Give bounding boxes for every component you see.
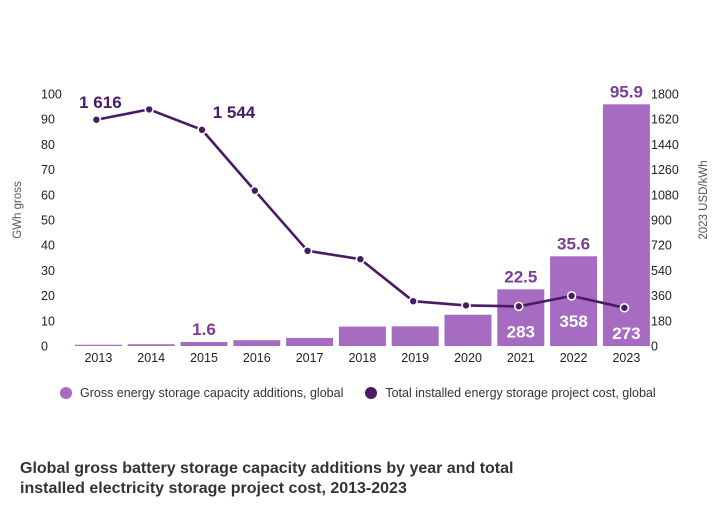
right-tick-label: 1620	[651, 113, 679, 127]
line-point	[408, 296, 419, 307]
right-tick-label: 180	[651, 314, 672, 328]
line-value-label: 358	[559, 312, 587, 331]
legend-item-bars: Gross energy storage capacity additions,…	[60, 386, 343, 400]
x-tick-label: 2018	[348, 351, 376, 365]
legend-item-line: Total installed energy storage project c…	[365, 386, 656, 400]
x-tick-label: 2022	[560, 351, 588, 365]
line-point	[144, 104, 154, 115]
right-tick-label: 720	[651, 239, 672, 253]
left-tick-label: 40	[41, 239, 55, 253]
bar-series	[74, 104, 650, 346]
x-tick-label: 2013	[84, 351, 112, 365]
x-tick-label: 2020	[454, 351, 482, 365]
chart-title: Global gross battery storage capacity ad…	[20, 460, 514, 497]
left-tick-label: 0	[41, 340, 48, 354]
bar	[444, 314, 492, 346]
left-tick-label: 100	[41, 88, 62, 102]
legend-label-line: Total installed energy storage project c…	[385, 386, 656, 400]
left-axis-title: GWh gross	[12, 181, 24, 239]
bar	[233, 340, 281, 346]
bar	[391, 326, 439, 346]
line-point	[91, 114, 102, 125]
line-point	[355, 254, 366, 265]
chart: 0 10 20 30 40 50 60 70 80 90 100 0 180 360 540 720 900 1…	[12, 82, 710, 365]
bar-value-label: 95.9	[610, 82, 643, 101]
right-tick-label: 540	[651, 264, 672, 278]
line-point	[513, 301, 524, 312]
legend-swatch-bars	[60, 387, 72, 399]
legend-swatch-line	[365, 387, 378, 399]
legend-label-bars: Gross energy storage capacity additions,…	[80, 386, 344, 400]
line-series	[91, 104, 630, 313]
line-point	[250, 185, 260, 196]
x-tick-label: 2017	[296, 351, 324, 365]
right-tick-label: 0	[651, 340, 658, 354]
x-tick-label: 2023	[612, 351, 640, 365]
bar	[74, 344, 122, 346]
line-point	[197, 125, 207, 135]
line-value-label: 283	[507, 322, 535, 341]
left-tick-label: 50	[41, 214, 55, 228]
cost-line	[96, 108, 625, 310]
right-tick-label: 360	[651, 289, 672, 303]
left-axis: 0 10 20 30 40 50 60 70 80 90 100	[41, 88, 62, 354]
x-tick-label: 2015	[190, 351, 218, 365]
data-labels: 1.6 22.5 35.6 95.9 1 616 1 544 283 358 273	[79, 82, 643, 342]
right-tick-label: 1080	[651, 188, 679, 202]
x-axis: 2013 2014 2015 2016 2017 2018 2019 2020 2021 2022…	[84, 351, 640, 365]
right-axis: 0 180 360 540 720 900 1080 1260 1440 1620 1800	[651, 88, 679, 354]
bar	[286, 337, 334, 346]
right-tick-label: 1440	[651, 138, 679, 152]
left-tick-label: 10	[41, 314, 55, 328]
left-tick-label: 30	[41, 264, 55, 278]
left-tick-label: 90	[41, 113, 55, 127]
right-tick-label: 1260	[651, 163, 679, 177]
x-tick-label: 2014	[137, 351, 165, 365]
line-value-label: 273	[612, 324, 640, 343]
line-value-label: 1 616	[79, 93, 122, 112]
bar-value-label: 35.6	[557, 234, 590, 253]
line-point	[302, 246, 313, 256]
left-tick-label: 20	[41, 289, 55, 303]
left-tick-label: 80	[41, 138, 55, 152]
x-tick-label: 2016	[243, 351, 271, 365]
left-tick-label: 60	[41, 188, 55, 202]
bar	[127, 344, 175, 346]
bar	[180, 341, 228, 346]
right-axis-title: 2023 USD/kWh	[698, 160, 710, 239]
line-point	[566, 291, 577, 301]
line-point	[461, 300, 471, 311]
left-tick-label: 70	[41, 163, 55, 177]
right-tick-label: 1800	[651, 88, 679, 102]
bar	[497, 289, 545, 346]
x-tick-label: 2021	[507, 351, 535, 365]
line-point	[619, 302, 630, 313]
right-tick-label: 900	[651, 214, 672, 228]
line-value-label: 1 544	[213, 103, 256, 122]
bar	[338, 326, 386, 346]
x-tick-label: 2019	[401, 351, 429, 365]
bar-value-label: 22.5	[504, 267, 537, 286]
bar-value-label: 1.6	[192, 320, 216, 339]
legend: Gross energy storage capacity additions,…	[60, 386, 656, 400]
